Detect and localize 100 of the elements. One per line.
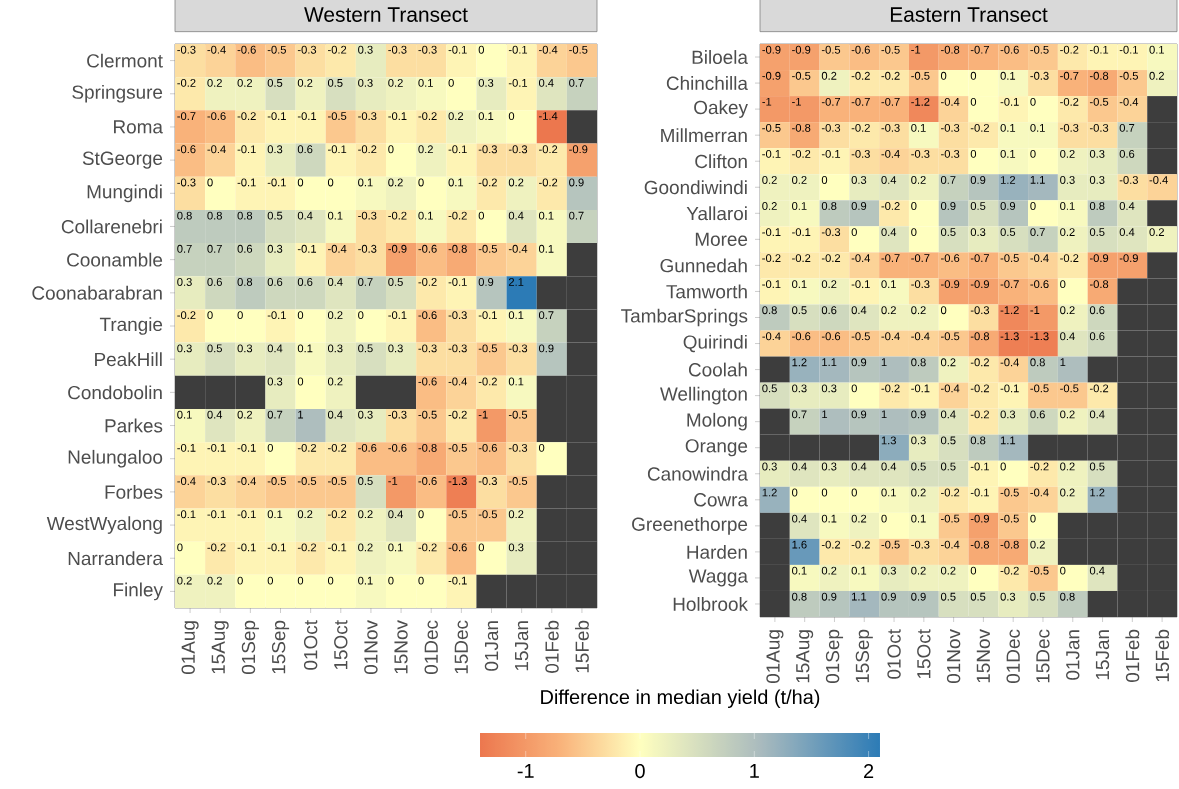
- y-tick-label: Wellington: [660, 386, 747, 405]
- data-label: -0.5: [881, 45, 900, 54]
- data-label: 0.9: [970, 176, 986, 184]
- data-label: 1.1: [1000, 436, 1016, 445]
- y-tick-label: Chinchilla: [666, 76, 748, 91]
- data-label: 0.8: [821, 202, 837, 210]
- x-tick-label: 01Feb: [544, 620, 559, 673]
- data-label: -0.5: [911, 71, 930, 80]
- data-label: -0.3: [418, 344, 437, 353]
- data-label: 0: [237, 576, 243, 585]
- data-label: 0.1: [1030, 123, 1045, 132]
- data-label: 0: [327, 576, 334, 585]
- data-label: -0.3: [911, 149, 930, 158]
- data-label: -0.4: [941, 384, 960, 393]
- data-label: -0.5: [448, 443, 467, 452]
- data-label: 0.9: [821, 592, 837, 601]
- data-label: -0.1: [448, 576, 467, 585]
- data-label: -0.2: [177, 311, 196, 320]
- data-label: -0.2: [328, 45, 347, 54]
- data-label: -0.7: [1000, 280, 1019, 289]
- data-label: 0.2: [237, 410, 253, 419]
- data-label: 0: [177, 543, 183, 552]
- data-label: 0.4: [297, 211, 313, 220]
- data-label: -0.5: [941, 332, 960, 341]
- data-label: -0.5: [1030, 566, 1049, 575]
- x-tick-label: 15Aug: [796, 630, 814, 683]
- data-label: -0.6: [1030, 280, 1049, 289]
- data-label: 0.6: [1089, 332, 1105, 341]
- data-label: 0.8: [1089, 202, 1105, 210]
- data-label: 0.2: [1149, 228, 1164, 237]
- data-label: 0: [940, 71, 947, 80]
- data-label: 0.8: [237, 211, 253, 220]
- data-label: -0.1: [1000, 384, 1019, 393]
- data-label: 0.5: [970, 592, 986, 601]
- data-label: 2.1: [508, 278, 524, 286]
- data-label: 0.5: [940, 436, 956, 445]
- x-tick-label: 01Dec: [424, 620, 438, 675]
- data-label: 0: [207, 311, 213, 320]
- data-label: -0.9: [569, 145, 588, 154]
- y-tick-label: Coonamble: [67, 252, 163, 267]
- data-label: 0: [267, 576, 274, 585]
- data-label: -0.2: [1060, 97, 1079, 106]
- data-label: 0.4: [1119, 228, 1135, 237]
- data-label: 0: [297, 311, 304, 320]
- data-label: -0.1: [970, 488, 989, 497]
- data-label: 0.7: [1030, 228, 1045, 237]
- y-tick-label: Canowindra: [647, 466, 748, 481]
- data-label: -0.6: [821, 332, 841, 341]
- data-label: 0.8: [207, 211, 222, 220]
- data-label: -0.4: [237, 477, 256, 485]
- y-tick-label: Molong: [687, 412, 747, 431]
- data-label: 0.2: [911, 306, 926, 315]
- data-label: -0.2: [881, 71, 900, 80]
- data-label: 0: [1000, 462, 1006, 471]
- data-label: 0.3: [762, 462, 777, 471]
- data-label: -0.1: [237, 510, 256, 519]
- data-label: -0.4: [177, 477, 196, 485]
- data-label: 0.9: [538, 344, 554, 353]
- data-label: -0.2: [970, 123, 989, 132]
- data-label: 0.1: [792, 280, 807, 289]
- data-label: 0.8: [1030, 358, 1045, 367]
- data-label: -0.3: [970, 306, 990, 315]
- data-label: 1.2: [792, 358, 807, 367]
- data-label: 0.1: [1000, 123, 1016, 132]
- data-label: -0.1: [237, 178, 256, 187]
- data-label: -0.5: [448, 510, 467, 519]
- chart-title: Eastern Transect: [890, 7, 1048, 22]
- data-label: -0.3: [508, 344, 528, 353]
- data-label: 0.1: [297, 344, 313, 353]
- data-label: 0.1: [508, 311, 524, 320]
- data-label: -0.2: [1060, 254, 1079, 263]
- data-label: 0.6: [821, 306, 837, 315]
- data-label: 0.1: [911, 514, 926, 523]
- y-tick-label: Springsure: [72, 84, 163, 103]
- data-label: 0.3: [267, 377, 283, 386]
- y-tick-label: Mungindi: [87, 184, 162, 203]
- y-tick-label: Nelungaloo: [68, 449, 163, 468]
- data-label: -0.2: [881, 202, 900, 210]
- data-label: -0.7: [881, 97, 900, 106]
- x-tick-label: 15Sep: [271, 620, 290, 674]
- data-label: -0.2: [1089, 384, 1109, 393]
- data-label: -0.2: [970, 384, 989, 393]
- y-tick-label: Condobolin: [68, 385, 162, 400]
- data-label: 0.1: [267, 510, 283, 519]
- data-label: -0.5: [941, 514, 960, 523]
- data-label: 0.3: [237, 344, 253, 353]
- data-label: 0.4: [1089, 566, 1105, 575]
- y-tick-label: Biloela: [692, 50, 748, 64]
- data-label: -0.6: [388, 443, 407, 452]
- data-label: 0.8: [177, 211, 192, 220]
- data-label: -0.1: [267, 112, 286, 121]
- data-label: 0.1: [792, 202, 807, 210]
- data-label: 1.3: [881, 436, 896, 445]
- data-label: -0.5: [821, 45, 841, 54]
- data-label: -0.7: [970, 254, 989, 263]
- data-label: -0.2: [418, 112, 437, 121]
- data-label: 0: [297, 377, 304, 386]
- data-label: 0.2: [237, 78, 253, 87]
- data-label: 0.3: [821, 462, 837, 471]
- data-label: 0.3: [358, 410, 373, 419]
